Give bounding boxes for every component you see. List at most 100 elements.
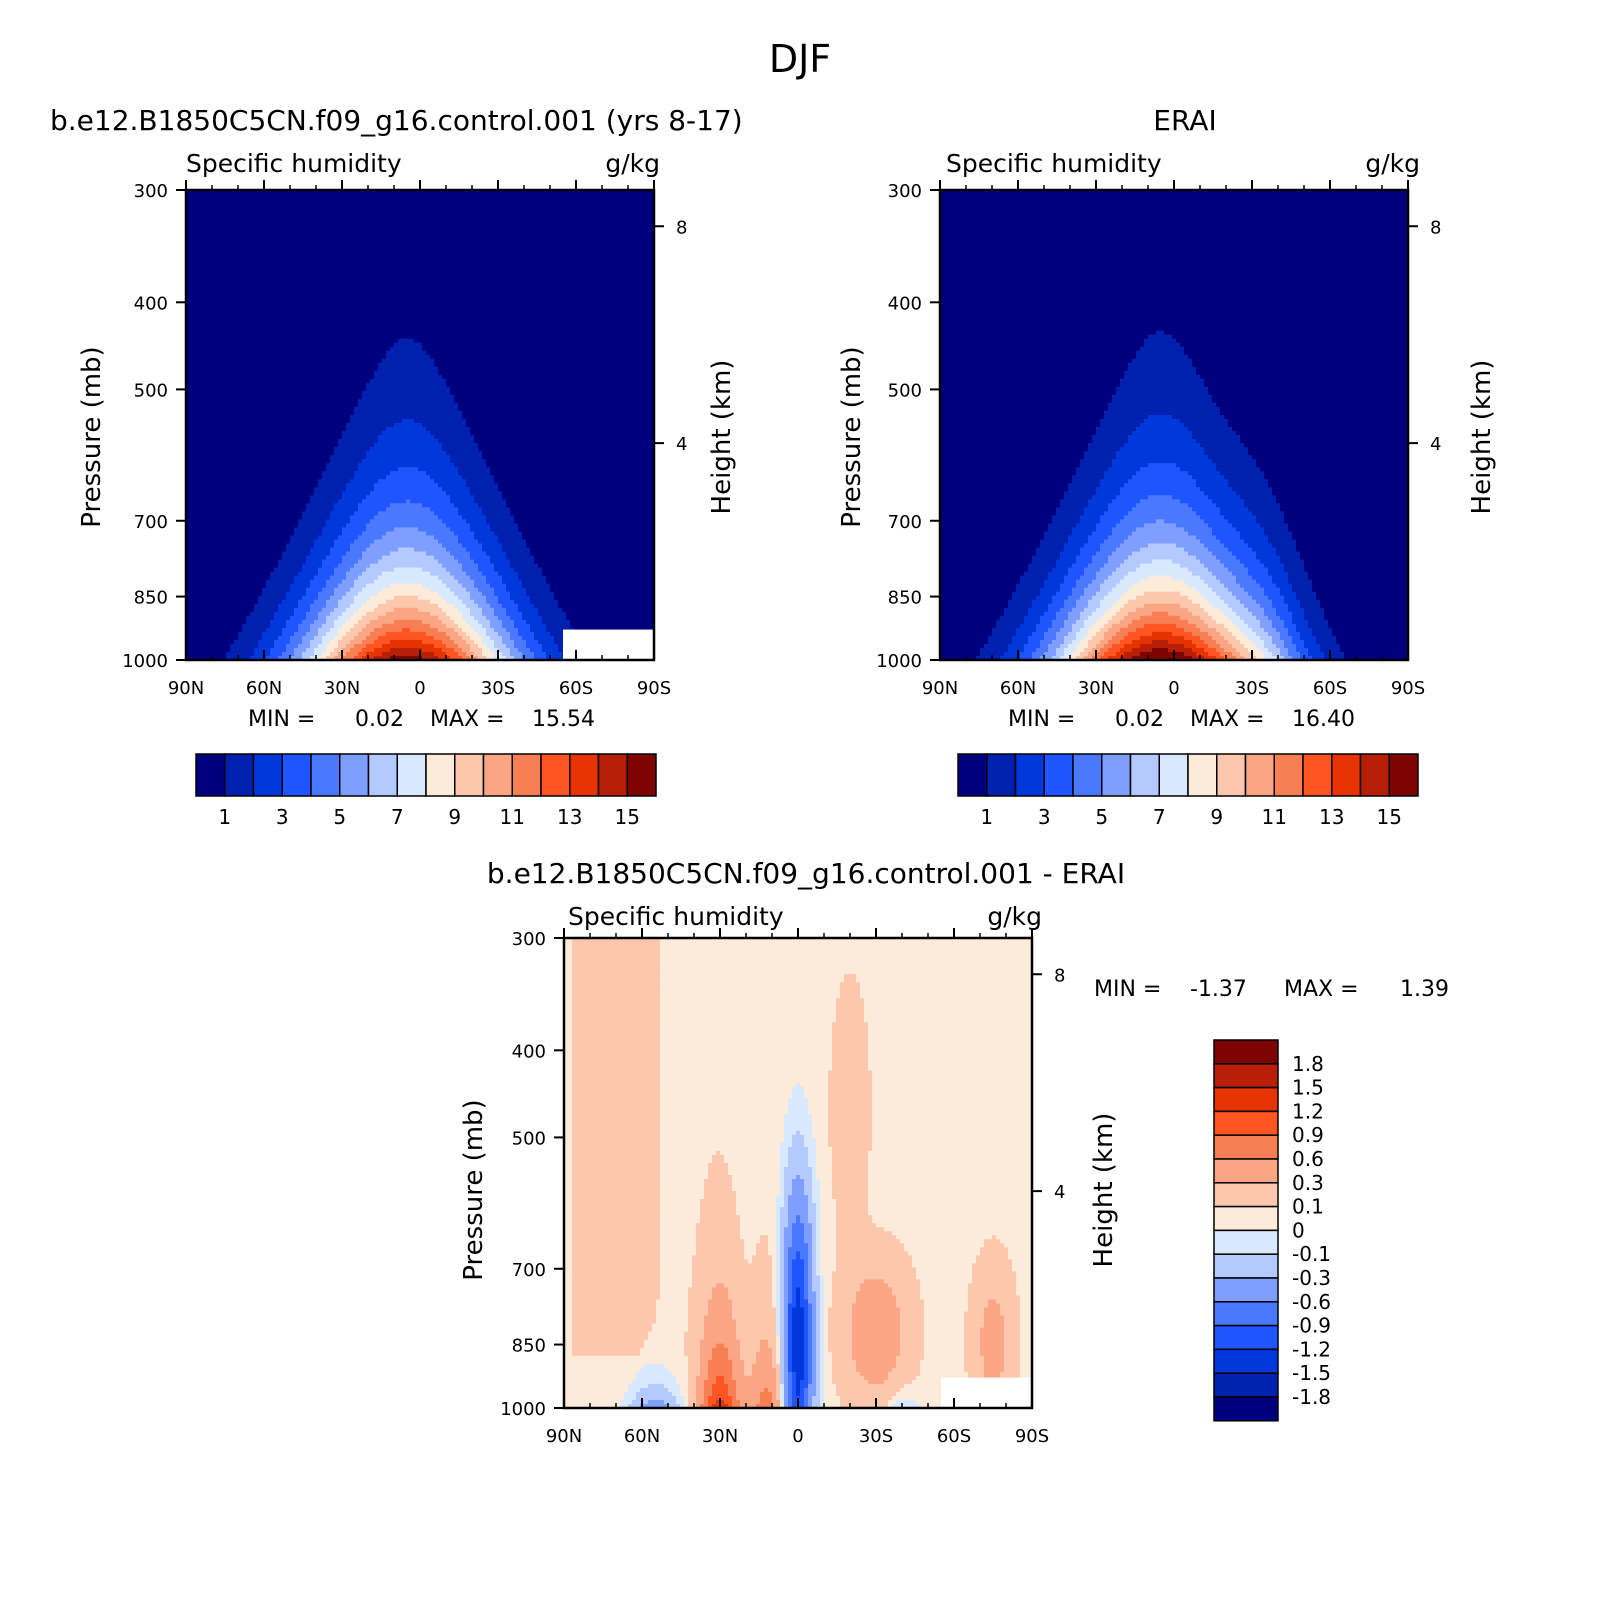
field-cell <box>378 202 383 207</box>
field-cell <box>634 230 639 235</box>
field-cell <box>306 262 311 267</box>
field-cell <box>534 334 539 340</box>
field-cell <box>554 342 559 348</box>
field-cell <box>326 354 331 360</box>
field-cell <box>490 350 495 356</box>
field-cell <box>206 298 211 304</box>
field-cell <box>446 238 451 243</box>
field-cell <box>574 270 579 275</box>
field-cell <box>218 222 223 227</box>
field-cell <box>214 310 219 316</box>
field-cell <box>306 258 311 263</box>
field-cell <box>214 274 219 279</box>
field-cell <box>418 270 423 275</box>
field-cell <box>606 294 611 300</box>
field-cell <box>586 282 591 288</box>
field-cell <box>614 206 619 211</box>
field-cell <box>606 242 611 247</box>
field-cell <box>510 290 515 296</box>
field-cell <box>418 250 423 255</box>
field-cell <box>526 338 531 344</box>
field-cell <box>318 222 323 227</box>
field-cell <box>218 302 223 308</box>
field-cell <box>466 290 471 296</box>
field-cell <box>186 334 191 340</box>
field-cell <box>542 342 547 348</box>
field-cell <box>606 222 611 227</box>
field-cell <box>386 334 391 340</box>
field-cell <box>442 210 447 215</box>
field-cell <box>322 254 327 259</box>
field-cell <box>278 290 283 296</box>
field-cell <box>550 246 555 251</box>
field-cell <box>550 346 555 352</box>
field-cell <box>514 342 519 348</box>
field-cell <box>490 282 495 288</box>
field-cell <box>622 310 627 316</box>
field-cell <box>482 210 487 215</box>
field-cell <box>614 302 619 308</box>
field-cell <box>370 214 375 219</box>
field-cell <box>210 278 215 283</box>
field-cell <box>418 306 423 312</box>
field-cell <box>398 206 403 211</box>
field-cell <box>350 294 355 300</box>
field-cell <box>294 290 299 296</box>
field-cell <box>530 314 535 320</box>
field-cell <box>426 302 431 308</box>
field-cell <box>434 274 439 279</box>
field-cell <box>510 314 515 320</box>
field-cell <box>242 254 247 259</box>
field-cell <box>638 342 643 348</box>
field-cell <box>474 246 479 251</box>
field-cell <box>350 258 355 263</box>
field-cell <box>518 266 523 271</box>
field-cell <box>518 294 523 300</box>
field-cell <box>422 242 427 247</box>
field-cell <box>578 346 583 352</box>
field-cell <box>354 274 359 279</box>
field-cell <box>458 242 463 247</box>
field-cell <box>198 190 203 195</box>
field-cell <box>370 314 375 320</box>
field-cell <box>366 310 371 316</box>
field-cell <box>274 294 279 300</box>
field-cell <box>190 338 195 344</box>
field-cell <box>366 266 371 271</box>
field-cell <box>622 322 627 328</box>
field-cell <box>218 226 223 231</box>
field-cell <box>562 230 567 235</box>
field-cell <box>582 226 587 231</box>
field-cell <box>206 258 211 263</box>
field-cell <box>450 330 455 336</box>
field-cell <box>210 262 215 267</box>
field-cell <box>474 234 479 239</box>
field-cell <box>634 322 639 328</box>
field-cell <box>502 270 507 275</box>
field-cell <box>606 258 611 263</box>
field-cell <box>234 238 239 243</box>
field-cell <box>218 350 223 356</box>
field-cell <box>486 334 491 340</box>
field-cell <box>478 286 483 292</box>
field-cell <box>478 334 483 340</box>
field-cell <box>374 314 379 320</box>
field-cell <box>414 242 419 247</box>
field-cell <box>382 298 387 304</box>
field-cell <box>534 322 539 328</box>
field-cell <box>410 350 415 356</box>
field-cell <box>346 318 351 324</box>
field-cell <box>262 306 267 312</box>
field-cell <box>346 194 351 199</box>
field-cell <box>478 274 483 279</box>
field-cell <box>542 330 547 336</box>
field-cell <box>566 306 571 312</box>
field-cell <box>502 262 507 267</box>
field-cell <box>462 254 467 259</box>
field-cell <box>434 222 439 227</box>
field-cell <box>202 346 207 352</box>
field-cell <box>330 358 335 364</box>
field-cell <box>230 322 235 328</box>
field-cell <box>566 194 571 199</box>
field-cell <box>418 282 423 288</box>
